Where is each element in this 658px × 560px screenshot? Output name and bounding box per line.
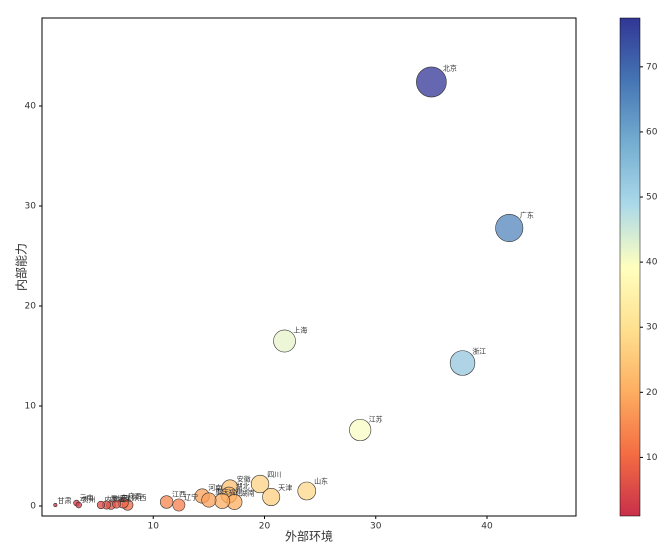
bubble — [349, 418, 372, 442]
bubble — [416, 66, 447, 98]
point-label: 重庆 — [215, 487, 229, 496]
point-label: 河南 — [208, 483, 222, 492]
colorbar-tick-label: 10 — [646, 453, 658, 463]
colorbar-tick-label: 30 — [646, 323, 658, 333]
colorbar-tick-label: 40 — [646, 258, 658, 268]
point-label: 山西 — [115, 494, 129, 503]
y-tick-label: 20 — [25, 302, 37, 312]
bubble — [172, 498, 186, 512]
point-label: 云南 — [80, 493, 94, 502]
point-label: 贵州 — [82, 495, 96, 504]
bubble — [273, 329, 296, 353]
colorbar-tick-label: 60 — [646, 127, 658, 137]
bubble — [297, 481, 317, 501]
bubble — [449, 350, 476, 376]
point-label: 江苏 — [369, 414, 383, 423]
point-label: 辽宁 — [184, 493, 198, 502]
bubble — [75, 501, 82, 509]
point-label: 安徽 — [237, 474, 251, 483]
point-label: 陕西 — [132, 493, 146, 502]
y-tick-label: 30 — [25, 202, 37, 212]
x-tick-label: 30 — [370, 522, 382, 532]
y-axis-label: 内部能力 — [14, 243, 29, 291]
point-label: 吉林 — [120, 493, 134, 502]
x-tick-label: 10 — [148, 522, 160, 532]
point-label: 甘肃 — [58, 496, 72, 505]
x-axis-label: 外部环境 — [285, 529, 333, 544]
colorbar-tick-label: 70 — [646, 62, 658, 72]
point-label: 北京 — [443, 63, 457, 72]
bubble — [201, 492, 217, 508]
point-label: 广西 — [128, 491, 142, 500]
y-tick-label: 40 — [25, 102, 37, 112]
colorbar-tick-label: 50 — [646, 193, 658, 203]
bubble — [495, 213, 524, 243]
point-label: 上海 — [293, 325, 307, 334]
bubble — [96, 500, 106, 510]
point-label: 内蒙古 — [105, 494, 126, 503]
bubble — [250, 474, 270, 494]
point-label: 湖南 — [241, 489, 255, 498]
point-label: 湖北 — [235, 481, 249, 490]
y-tick-label: 0 — [30, 502, 36, 512]
point-label: 江西 — [172, 491, 186, 499]
x-tick-label: 20 — [259, 522, 271, 532]
plot-frame — [41, 17, 577, 517]
point-label: 福建 — [229, 488, 243, 497]
colorbar — [619, 17, 641, 517]
point-label: 广东 — [520, 210, 534, 219]
y-tick-label: 10 — [25, 402, 37, 412]
bubble — [262, 488, 281, 506]
colorbar-tick-label: 20 — [646, 388, 658, 398]
point-label: 黑龙江 — [110, 494, 131, 503]
point-label: 浙江 — [472, 346, 486, 355]
x-tick-label: 40 — [481, 522, 493, 532]
bubble — [159, 495, 174, 509]
bubble — [53, 502, 58, 507]
point-label: 四川 — [267, 471, 281, 479]
bubble — [112, 499, 122, 509]
point-label: 天津 — [278, 484, 292, 492]
point-label: 山东 — [314, 477, 328, 486]
